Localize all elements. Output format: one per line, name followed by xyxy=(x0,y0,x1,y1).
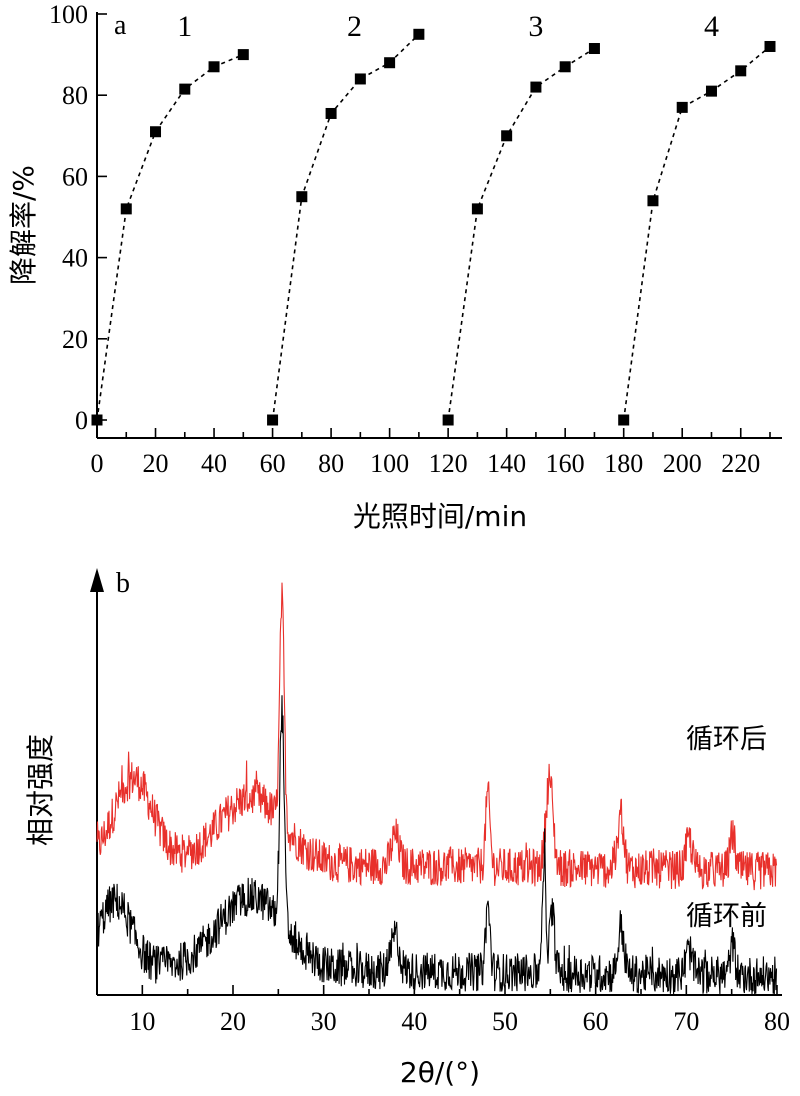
cycle-1-line xyxy=(96,53,244,421)
panel-b-x-tick-label: 60 xyxy=(583,1007,609,1036)
cycle-4-point xyxy=(764,40,776,52)
cycle-1-point xyxy=(237,49,249,61)
cycle-label: 4 xyxy=(704,10,719,43)
panel-a-x-tick-label: 40 xyxy=(201,449,227,478)
panel-b-x-tick-label: 40 xyxy=(401,1007,427,1036)
panel-a-y-axis-title: 降解率/% xyxy=(7,165,40,285)
cycle-2-line xyxy=(271,33,420,421)
series-label-after-cycle: 循环后 xyxy=(686,724,767,755)
panel-b-x-tick-label: 80 xyxy=(764,1007,790,1036)
panel-b-y-axis-title: 相对强度 xyxy=(24,734,57,846)
panel-a-x-tick-label: 140 xyxy=(487,449,526,478)
panel-a-label: a xyxy=(114,10,127,41)
panel-a-x-tick-label: 80 xyxy=(318,449,344,478)
panel-a-y-tick-label: 40 xyxy=(62,244,88,273)
panel-a-x-tick-label: 20 xyxy=(143,449,169,478)
panel-a-y-tick-label: 0 xyxy=(75,406,88,435)
panel-b-x-tick-label: 50 xyxy=(492,1007,518,1036)
panel-a-x-ticks: 0 20 40 60 80 100 120 140 160 180 200 220 xyxy=(91,428,771,478)
cycle-4-point xyxy=(647,195,659,207)
panel-a-y-tick-label: 80 xyxy=(62,81,88,110)
cycle-2-point xyxy=(354,73,366,85)
panel-b-chart: b 10 20 30 40 50 60 70 80 循环后 循环前 相对强度 2θ/(°) xyxy=(24,568,790,1089)
panel-a-x-tick-label: 0 xyxy=(91,449,104,478)
series-label-before-cycle: 循环前 xyxy=(686,901,767,932)
cycle-3-point xyxy=(559,61,571,73)
cycle-1-point xyxy=(150,126,162,138)
panel-a-y-tick-label: 100 xyxy=(49,0,88,29)
cycle-2-point xyxy=(267,414,279,426)
panel-a-y-ticks: 0 20 40 60 80 100 xyxy=(49,0,107,435)
cycle-3-line xyxy=(447,47,595,421)
cycle-2-point xyxy=(296,191,308,203)
cycle-3-point xyxy=(471,203,483,215)
panel-b-x-ticks: 10 20 30 40 50 60 70 80 xyxy=(96,985,790,1036)
panel-a-series xyxy=(91,28,776,426)
xrd-after-cycle-line xyxy=(96,582,778,891)
panel-a-x-axis-title: 光照时间/min xyxy=(353,500,527,533)
panel-b-x-tick-label: 20 xyxy=(220,1007,246,1036)
panel-b-x-tick-label: 70 xyxy=(673,1007,699,1036)
cycle-3-point xyxy=(588,43,600,55)
cycle-label: 3 xyxy=(528,10,543,43)
cycle-label: 2 xyxy=(347,10,362,43)
panel-b-series xyxy=(96,582,778,995)
panel-a-cycle-labels: 1 2 3 4 xyxy=(177,10,719,43)
cycle-1-point xyxy=(120,203,132,215)
panel-a-x-tick-label: 180 xyxy=(604,449,643,478)
cycle-4-point xyxy=(676,101,688,113)
panel-b-x-tick-label: 10 xyxy=(129,1007,155,1036)
panel-a-x-tick-label: 120 xyxy=(429,449,468,478)
cycle-2-point xyxy=(325,107,337,119)
cycle-2-point xyxy=(413,28,425,40)
cycle-4-point xyxy=(735,65,747,77)
panel-a-x-tick-label: 220 xyxy=(721,449,760,478)
panel-b-y-axis-arrow xyxy=(90,568,104,592)
panel-a-x-tick-label: 100 xyxy=(370,449,409,478)
cycle-3-point xyxy=(530,81,542,93)
cycle-4-point xyxy=(705,85,717,97)
cycle-3-point xyxy=(501,130,513,142)
panel-a-y-tick-label: 20 xyxy=(62,325,88,354)
xrd-before-cycle-line xyxy=(96,695,778,995)
cycle-1-point xyxy=(91,414,103,426)
cycle-3-point xyxy=(442,414,454,426)
cycle-4-line xyxy=(622,45,771,421)
panel-b-x-tick-label: 30 xyxy=(311,1007,337,1036)
cycle-2-point xyxy=(384,57,396,69)
cycle-1-point xyxy=(179,83,191,95)
cycle-1-point xyxy=(208,61,220,73)
cycle-4-point xyxy=(618,414,630,426)
cycle-label: 1 xyxy=(177,10,192,43)
panel-a-y-tick-label: 60 xyxy=(62,162,88,191)
panel-b-label: b xyxy=(116,568,130,599)
panel-a-chart: a 0 20 40 60 80 100 0 20 40 60 80 100 120 140 160 180 2… xyxy=(7,0,782,533)
panel-a-x-tick-label: 160 xyxy=(546,449,585,478)
panel-b-x-axis-title: 2θ/(°) xyxy=(400,1056,480,1089)
panel-a-x-tick-label: 60 xyxy=(260,449,286,478)
panel-a-x-tick-label: 200 xyxy=(663,449,702,478)
